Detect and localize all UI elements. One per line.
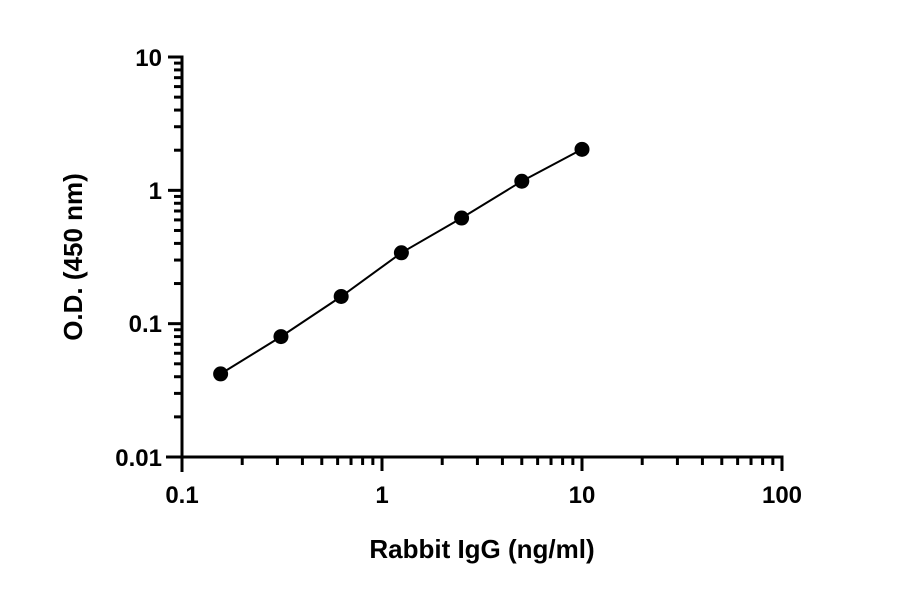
- y-tick-labels: 10 1 0.1 0.01: [115, 45, 162, 472]
- y-tick-label-1: 1: [149, 178, 162, 205]
- y-axis-title: O.D. (450 nm): [58, 173, 88, 341]
- y-tick-label-0.01: 0.01: [115, 445, 162, 472]
- y-axis: [168, 55, 184, 472]
- data-point: [213, 366, 229, 382]
- data-point: [333, 288, 349, 304]
- x-axis-title: Rabbit IgG (ng/ml): [369, 534, 594, 564]
- data-point: [574, 141, 590, 157]
- y-tick-label-0.1: 0.1: [129, 311, 162, 338]
- data-point: [393, 245, 409, 261]
- data-point: [454, 210, 470, 226]
- data-point: [514, 173, 530, 189]
- y-tick-label-10: 10: [135, 45, 162, 72]
- data-point: [273, 329, 289, 345]
- x-tick-label-1: 1: [375, 482, 388, 509]
- x-tick-labels: 0.1 1 10 100: [165, 482, 802, 509]
- x-axis: [166, 455, 784, 471]
- x-tick-label-10: 10: [569, 482, 596, 509]
- data-points: [213, 141, 590, 382]
- x-tick-label-0.1: 0.1: [165, 482, 198, 509]
- x-tick-label-100: 100: [762, 482, 802, 509]
